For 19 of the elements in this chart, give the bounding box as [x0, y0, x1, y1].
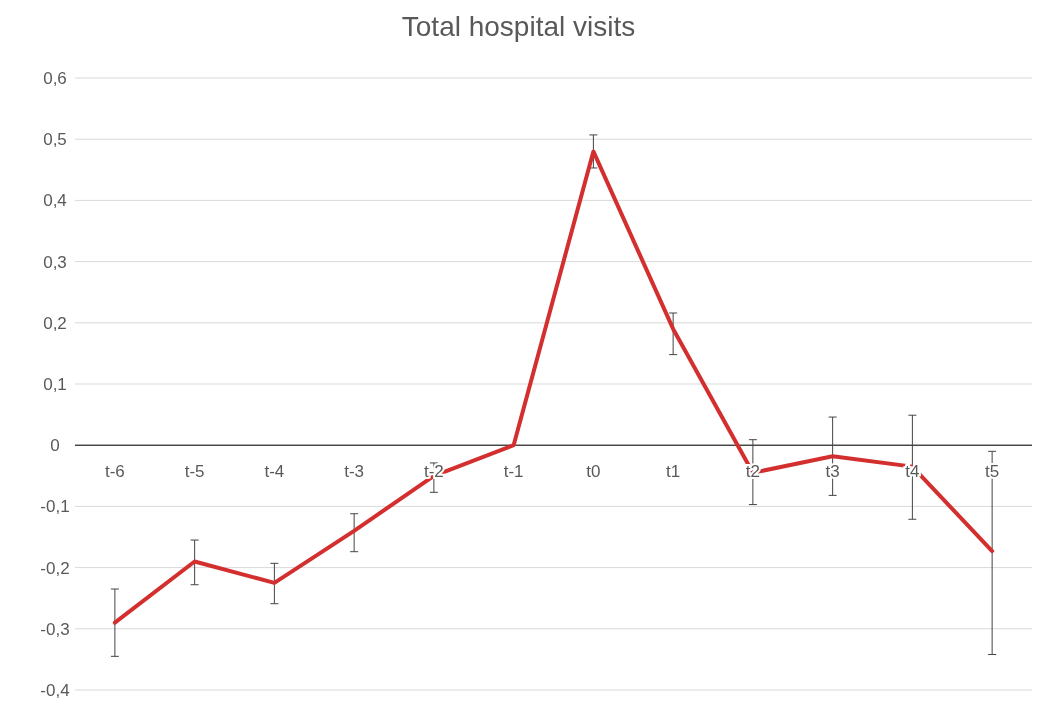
y-tick-label: 0,4: [43, 191, 67, 211]
x-tick-label: t-5: [184, 462, 205, 482]
x-tick-label: t0: [586, 462, 601, 482]
y-tick-label: -0,3: [40, 619, 70, 639]
x-tick-label: t-4: [264, 462, 285, 482]
y-tick-label: 0,3: [43, 252, 67, 272]
y-tick-label: 0,1: [43, 374, 67, 394]
y-tick-label: -0,4: [40, 680, 70, 700]
y-tick-label: 0: [50, 436, 60, 456]
y-tick-label: -0,1: [40, 497, 70, 517]
chart-title: Total hospital visits: [401, 11, 636, 42]
x-tick-label: t-3: [344, 462, 365, 482]
y-tick-label: -0,2: [40, 558, 70, 578]
x-tick-label: t1: [666, 462, 681, 482]
y-tick-label: 0,2: [43, 313, 67, 333]
x-tick-label: t-6: [104, 462, 125, 482]
x-tick-label: t-1: [503, 462, 524, 482]
y-tick-label: 0,6: [43, 68, 67, 88]
y-tick-label: 0,5: [43, 130, 67, 150]
